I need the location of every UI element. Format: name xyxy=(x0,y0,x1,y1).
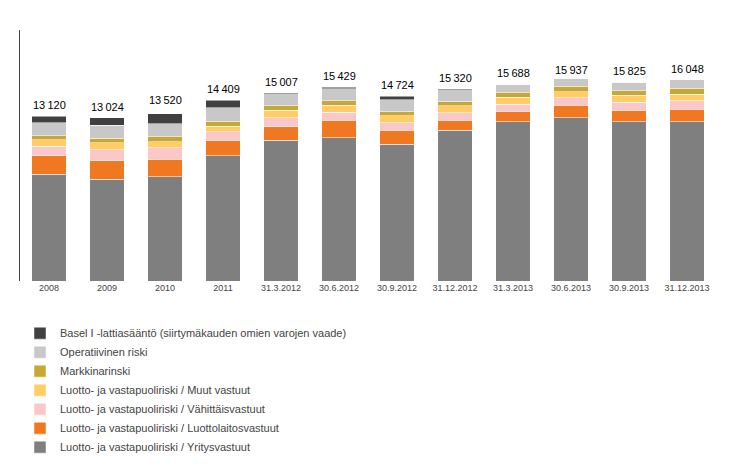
svg-text:31.3.2012: 31.3.2012 xyxy=(261,283,301,293)
svg-text:2009: 2009 xyxy=(97,283,117,293)
svg-text:15 937: 15 937 xyxy=(555,64,588,76)
svg-text:14 409: 14 409 xyxy=(207,83,240,95)
svg-text:2008: 2008 xyxy=(39,283,59,293)
svg-text:30.9.2012: 30.9.2012 xyxy=(377,283,417,293)
svg-text:15 320: 15 320 xyxy=(439,72,472,84)
svg-text:13 024: 13 024 xyxy=(91,101,124,113)
svg-text:15 007: 15 007 xyxy=(265,76,298,88)
svg-text:Luotto- ja vastapuoliriski / L: Luotto- ja vastapuoliriski / Luottolaito… xyxy=(60,422,279,434)
svg-text:30.6.2013: 30.6.2013 xyxy=(551,283,591,293)
svg-text:Luotto- ja vastapuoliriski / Y: Luotto- ja vastapuoliriski / Yritysvastu… xyxy=(60,441,250,453)
svg-text:Luotto- ja vastapuoliriski / V: Luotto- ja vastapuoliriski / Vähittäisva… xyxy=(60,403,265,415)
svg-text:14 724: 14 724 xyxy=(381,79,414,91)
svg-text:30.6.2012: 30.6.2012 xyxy=(319,283,359,293)
svg-text:2011: 2011 xyxy=(213,283,232,293)
svg-text:15 429: 15 429 xyxy=(323,70,356,82)
svg-text:Basel I -lattiasääntö (siirtym: Basel I -lattiasääntö (siirtymäkauden om… xyxy=(60,327,346,339)
svg-text:30.9.2013: 30.9.2013 xyxy=(609,283,649,293)
svg-text:2010: 2010 xyxy=(155,283,175,293)
svg-text:31.3.2013: 31.3.2013 xyxy=(493,283,533,293)
svg-text:Markkinarinski: Markkinarinski xyxy=(60,365,130,377)
svg-text:16 048: 16 048 xyxy=(671,63,704,75)
svg-text:15 688: 15 688 xyxy=(497,67,530,79)
svg-text:13 520: 13 520 xyxy=(149,94,182,106)
svg-text:Operatiivinen riski: Operatiivinen riski xyxy=(60,346,147,358)
svg-text:15 825: 15 825 xyxy=(613,65,646,77)
svg-text:13 120: 13 120 xyxy=(33,99,66,111)
svg-text:31.12.2013: 31.12.2013 xyxy=(664,283,709,293)
svg-text:Luotto- ja vastapuoliriski / M: Luotto- ja vastapuoliriski / Muut vastuu… xyxy=(60,384,250,396)
svg-text:31.12.2012: 31.12.2012 xyxy=(432,283,477,293)
